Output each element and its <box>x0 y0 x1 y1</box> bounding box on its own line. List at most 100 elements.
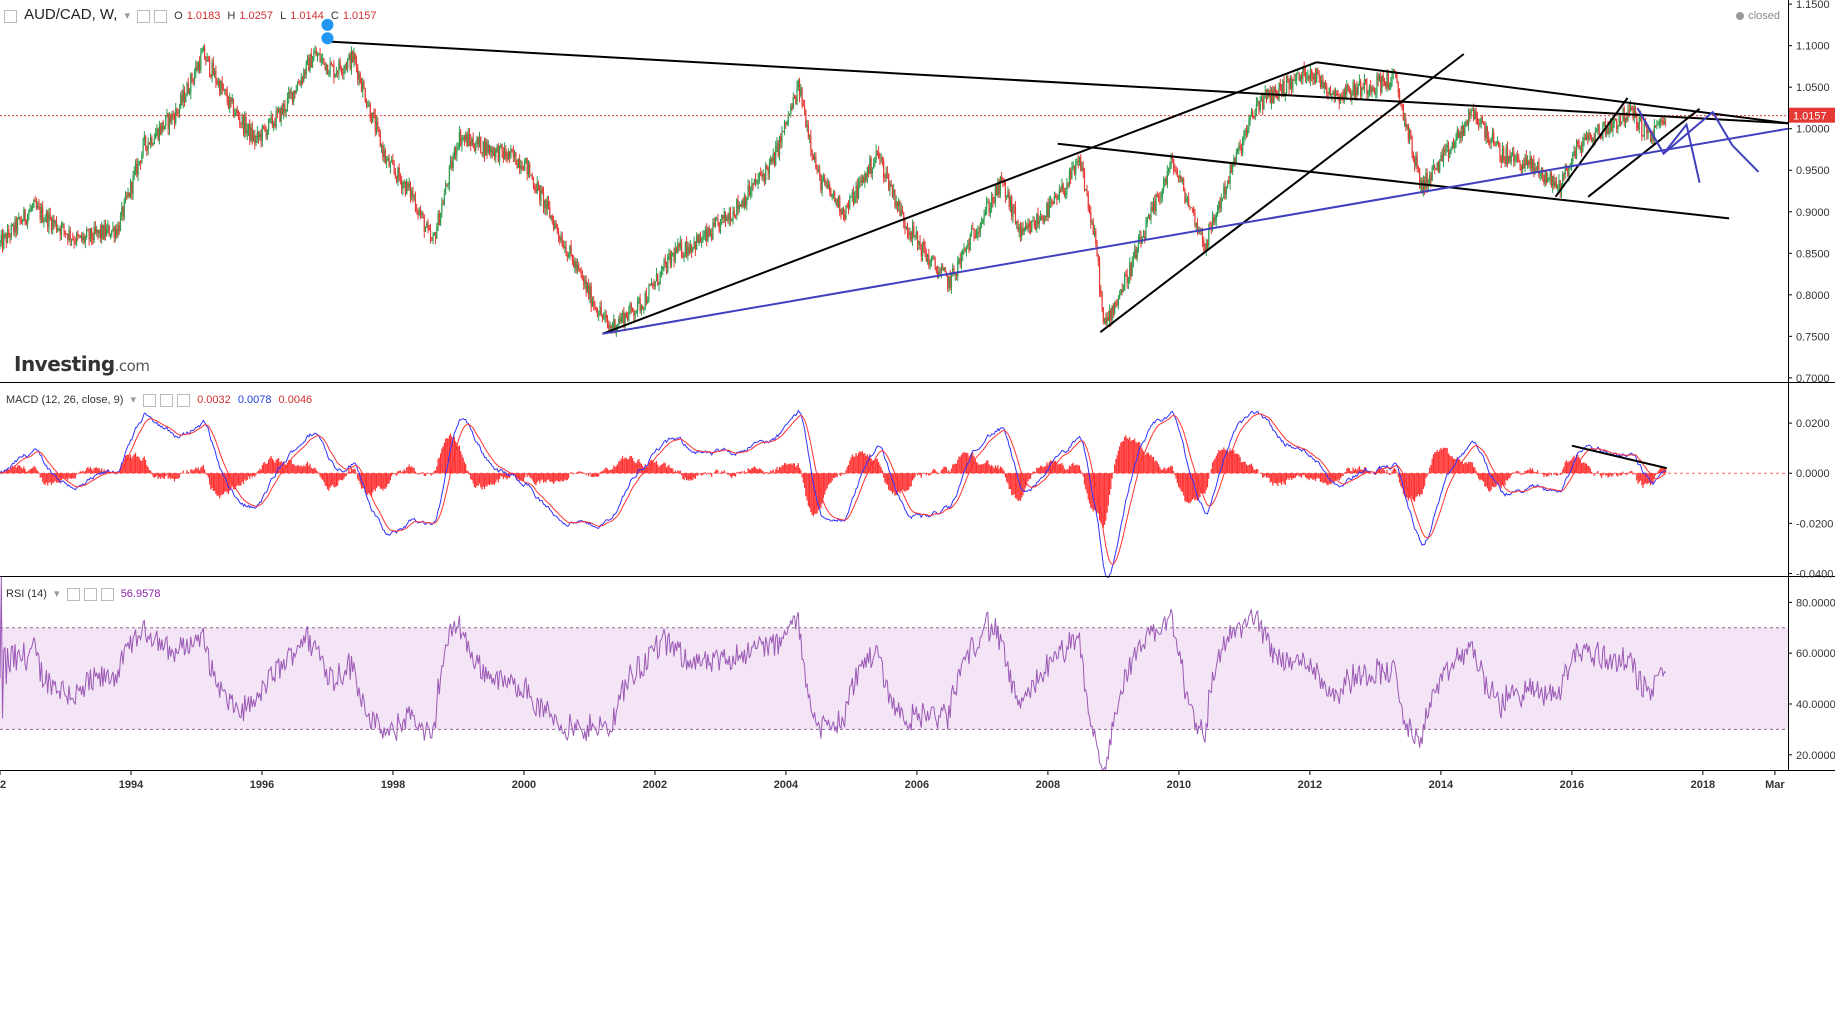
candle-body <box>1609 122 1612 128</box>
candle-body <box>207 56 209 58</box>
candle-body <box>84 237 86 242</box>
candle-body <box>388 158 390 168</box>
close-icon[interactable] <box>177 393 191 407</box>
candle-body <box>1245 130 1248 135</box>
hide-icon[interactable] <box>154 9 168 23</box>
candle-body <box>186 83 188 97</box>
close-icon[interactable] <box>100 587 114 601</box>
hide-icon[interactable] <box>83 587 97 601</box>
candle-body <box>128 192 130 197</box>
candle-body <box>1297 72 1299 74</box>
candle-body <box>1383 81 1386 83</box>
candle-body <box>414 197 417 211</box>
chevron-down-icon[interactable]: ▾ <box>124 10 130 22</box>
candle-body <box>1649 131 1652 142</box>
settings-icon[interactable] <box>137 9 151 23</box>
candle-body <box>411 190 413 198</box>
candle-body <box>1063 191 1066 195</box>
candle-body <box>554 222 556 230</box>
candle-body <box>201 51 203 54</box>
time-axis[interactable]: 92 1994 1996 1998 2000 2002 2004 2006 2008 2010 20… <box>0 770 1785 791</box>
candle-body <box>136 163 138 176</box>
candle-body <box>1398 92 1401 101</box>
candle-body <box>401 180 403 190</box>
candle-body <box>1377 75 1379 80</box>
candle-body <box>1230 165 1232 173</box>
price-axes[interactable]: 1.0157 1.1500 1.1000 1.0500 1.0000 0.9500 0.90… <box>0 0 1835 771</box>
candle-body <box>344 65 346 69</box>
candle-body <box>687 247 689 256</box>
candle-body <box>1415 156 1417 166</box>
candle-body <box>1191 207 1194 209</box>
candle-body <box>1022 228 1024 232</box>
macd-value: 0.0032 <box>197 394 231 406</box>
settings-icon[interactable] <box>143 393 157 407</box>
candle-body <box>1233 158 1235 164</box>
candle-body <box>721 215 723 220</box>
candle-body <box>1557 187 1559 189</box>
candle-body <box>1183 178 1185 191</box>
candle-body <box>1554 181 1556 187</box>
candle-body <box>1534 168 1536 173</box>
rsi-title[interactable]: RSI (14) <box>6 588 47 600</box>
candle-body <box>1451 143 1453 148</box>
candle-body <box>23 209 25 222</box>
candle-body <box>1293 79 1295 81</box>
settings-icon[interactable] <box>66 587 80 601</box>
candle-body <box>962 251 964 255</box>
candle-body <box>355 60 358 68</box>
candle-body <box>1417 166 1419 169</box>
candle-body <box>549 207 551 218</box>
candle-body <box>45 211 48 221</box>
chevron-down-icon[interactable]: ▾ <box>54 588 60 600</box>
blue-trendline <box>1662 110 1760 173</box>
candle-body <box>974 235 976 238</box>
candle-body <box>1368 86 1371 92</box>
candle-body <box>490 147 492 153</box>
candle-body <box>211 62 213 77</box>
candle-body <box>630 303 632 309</box>
candle-body <box>644 293 646 309</box>
candle-body <box>133 170 135 175</box>
candle-body <box>284 104 286 112</box>
price-pane[interactable] <box>0 18 1789 338</box>
candle-body <box>387 158 389 160</box>
candle-body <box>564 246 566 248</box>
candle-body <box>1460 132 1462 138</box>
candle-body <box>732 210 734 221</box>
candle-body <box>1382 75 1384 82</box>
hide-icon[interactable] <box>160 393 174 407</box>
candle-body <box>291 91 294 102</box>
candle-body <box>806 125 808 128</box>
candle-body <box>1160 196 1162 199</box>
candle-body <box>729 213 732 222</box>
candle-body <box>914 235 916 237</box>
candle-body <box>760 173 762 175</box>
candle-body <box>1501 148 1504 163</box>
chevron-down-icon[interactable]: ▾ <box>130 394 136 406</box>
candle-body <box>1117 298 1119 305</box>
candle-body <box>1129 263 1131 278</box>
candle-body <box>185 96 187 102</box>
candle-body <box>1044 216 1047 217</box>
candle-body <box>702 236 704 242</box>
candle-body <box>943 267 945 271</box>
macd-title[interactable]: MACD (12, 26, close, 9) <box>6 394 124 406</box>
candle-body <box>59 228 61 235</box>
candle-body <box>1590 137 1593 143</box>
symbol-label[interactable]: AUD/CAD, W, <box>24 6 118 23</box>
collapse-icon[interactable] <box>4 9 17 23</box>
candle-body <box>1523 163 1525 168</box>
rsi-pane[interactable] <box>0 576 1788 771</box>
candle-body <box>525 157 527 161</box>
candle-body <box>147 142 149 151</box>
candle-body <box>836 199 838 208</box>
macd-header: MACD (12, 26, close, 9) ▾ 0.0032 0.0078 … <box>6 393 316 407</box>
candle-body <box>1260 98 1263 102</box>
macd-pane[interactable] <box>0 409 1788 579</box>
candle-body <box>393 164 395 172</box>
candle-body <box>849 196 851 208</box>
candle-body <box>1508 155 1510 163</box>
candle-body <box>1469 112 1471 116</box>
